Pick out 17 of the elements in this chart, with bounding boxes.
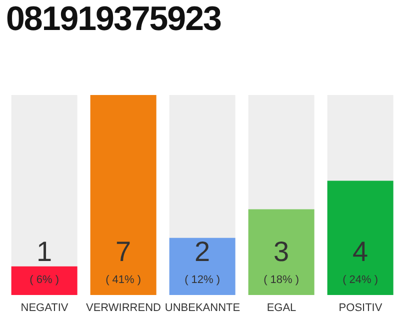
x-tick-label: UNBEKANNTE bbox=[164, 302, 240, 314]
x-tick-label: POSITIV bbox=[338, 302, 383, 314]
data-label: 3 bbox=[274, 236, 290, 267]
annotation: ( 6% ) bbox=[30, 274, 59, 286]
data-label: 1 bbox=[36, 236, 52, 267]
chart-title: 081919375923 bbox=[6, 0, 221, 39]
x-tick-label: EGAL bbox=[266, 302, 296, 314]
data-label: 7 bbox=[116, 236, 132, 267]
x-tick-label: VERWIRREND bbox=[86, 302, 162, 314]
data-label: 4 bbox=[352, 236, 368, 267]
annotation: ( 18% ) bbox=[264, 274, 300, 286]
annotation: ( 41% ) bbox=[106, 274, 142, 286]
annotation: ( 24% ) bbox=[342, 274, 378, 286]
data-label: 2 bbox=[194, 236, 210, 267]
x-tick-label: NEGATIV bbox=[20, 302, 69, 314]
annotation: ( 12% ) bbox=[184, 274, 220, 286]
bar bbox=[11, 266, 78, 295]
